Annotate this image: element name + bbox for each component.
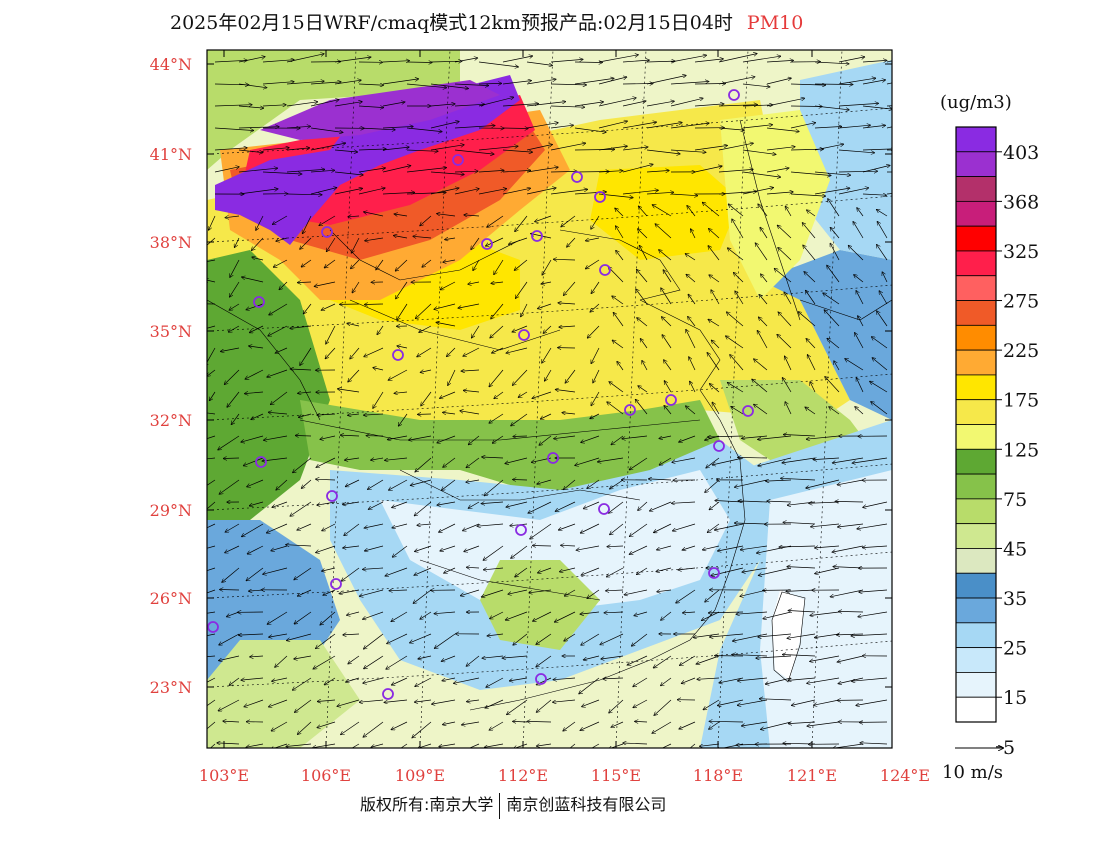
- lat-label: 38°N: [150, 233, 192, 252]
- colorbar-swatch: [955, 448, 997, 475]
- station-marker: [708, 567, 720, 579]
- colorbar-swatch: [955, 151, 997, 177]
- colorbar-swatch: [955, 498, 997, 525]
- colorbar-label: 368: [1003, 191, 1039, 213]
- pollution-map: [207, 50, 892, 748]
- lat-label: 32°N: [150, 411, 192, 430]
- colorbar-label: 45: [1003, 538, 1027, 560]
- colorbar-label: 15: [1003, 687, 1027, 709]
- colorbar-label: 325: [1003, 241, 1039, 263]
- lon-label: 109°E: [395, 766, 445, 785]
- wind-reference: 10 m/s: [942, 748, 1003, 783]
- station-marker: [515, 524, 527, 536]
- colorbar-swatch: [955, 672, 997, 698]
- station-marker: [481, 238, 493, 250]
- colorbar-swatch: [955, 622, 997, 649]
- colorbar-swatch: [955, 399, 997, 425]
- colorbar-label: 275: [1003, 291, 1039, 313]
- colorbar: [955, 126, 997, 723]
- station-marker: [452, 154, 464, 166]
- colorbar-label: 225: [1003, 340, 1039, 362]
- colorbar-swatch: [955, 473, 997, 500]
- colorbar-swatch: [955, 225, 997, 252]
- lon-label: 103°E: [199, 766, 249, 785]
- station-marker: [728, 89, 740, 101]
- station-marker: [255, 456, 267, 468]
- lon-label: 115°E: [591, 766, 641, 785]
- station-marker: [713, 440, 725, 452]
- lat-label: 35°N: [150, 322, 192, 341]
- station-marker: [547, 452, 559, 464]
- colorbar-label: 75: [1003, 489, 1027, 511]
- colorbar-label: 125: [1003, 439, 1039, 461]
- lon-label: 121°E: [787, 766, 837, 785]
- lat-label: 23°N: [150, 678, 192, 697]
- lon-label: 124°E: [880, 766, 930, 785]
- colorbar-swatch: [955, 696, 997, 723]
- colorbar-label: 5: [1003, 737, 1015, 759]
- station-marker: [253, 296, 265, 308]
- station-marker: [599, 264, 611, 276]
- title-main: 2025年02月15日WRF/cmaq模式12km预报产品:02月15日04时: [170, 12, 733, 34]
- station-marker: [624, 404, 636, 416]
- station-marker: [665, 394, 677, 406]
- colorbar-swatch: [955, 126, 997, 153]
- station-marker: [207, 621, 219, 633]
- colorbar-label: 403: [1003, 142, 1039, 164]
- station-marker: [321, 226, 333, 238]
- lat-label: 26°N: [150, 589, 192, 608]
- colorbar-swatch: [955, 647, 997, 673]
- colorbar-swatch: [955, 374, 997, 401]
- colorbar-unit: (ug/m3): [940, 92, 1012, 113]
- colorbar-swatch: [955, 424, 997, 450]
- colorbar-swatch: [955, 523, 997, 549]
- copyright-right: 南京创蓝科技有限公司: [506, 795, 667, 814]
- station-marker: [571, 171, 583, 183]
- colorbar-swatch: [955, 572, 997, 599]
- lon-label: 106°E: [301, 766, 351, 785]
- lon-label: 118°E: [693, 766, 743, 785]
- map-frame: [206, 49, 893, 749]
- station-marker: [518, 329, 530, 341]
- station-marker: [598, 503, 610, 515]
- station-marker: [531, 230, 543, 242]
- wind-reference-label: 10 m/s: [942, 762, 1003, 783]
- colorbar-swatch: [955, 275, 997, 301]
- station-marker: [742, 405, 754, 417]
- copyright: 版权所有:南京大学 南京创蓝科技有限公司: [360, 791, 666, 819]
- station-marker: [382, 688, 394, 700]
- station-marker: [326, 490, 338, 502]
- colorbar-swatch: [955, 200, 997, 227]
- title-pollutant: PM10: [746, 12, 804, 34]
- colorbar-swatch: [955, 349, 997, 376]
- copyright-left: 版权所有:南京大学: [360, 795, 494, 814]
- colorbar-label: 25: [1003, 638, 1027, 660]
- copyright-divider: [499, 792, 501, 819]
- colorbar-swatch: [955, 597, 997, 624]
- lon-label: 112°E: [498, 766, 548, 785]
- colorbar-label: 35: [1003, 588, 1027, 610]
- station-marker: [392, 349, 404, 361]
- lat-label: 44°N: [150, 55, 192, 74]
- colorbar-swatch: [955, 548, 997, 574]
- station-marker: [330, 578, 342, 590]
- station-marker: [594, 191, 606, 203]
- colorbar-swatch: [955, 300, 997, 326]
- map-title: 2025年02月15日WRF/cmaq模式12km预报产品:02月15日04时 P…: [170, 8, 803, 35]
- longitude-labels: 103°E 106°E 109°E 112°E 115°E 118°E 121°E 124°E: [199, 766, 930, 785]
- colorbar-labels: 403 368 325 275 225 175 125 75 45 35 25 15 5: [996, 142, 1039, 759]
- latitude-labels: 44°N 41°N 38°N 35°N 32°N 29°N 26°N 23°N: [150, 55, 192, 697]
- station-marker: [535, 673, 547, 685]
- lat-label: 29°N: [150, 501, 192, 520]
- colorbar-label: 175: [1003, 390, 1039, 412]
- colorbar-swatch: [955, 324, 997, 351]
- lat-label: 41°N: [150, 145, 192, 164]
- colorbar-swatch: [955, 176, 997, 202]
- colorbar-swatch: [955, 250, 997, 277]
